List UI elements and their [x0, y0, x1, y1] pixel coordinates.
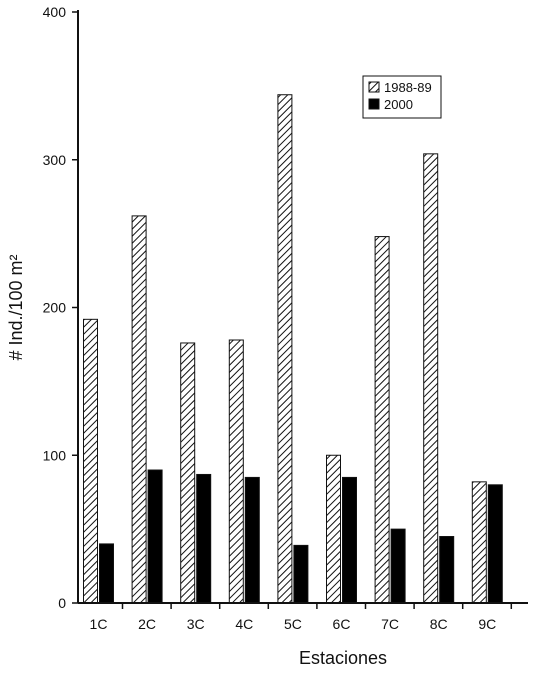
- x-tick-label: 7C: [381, 616, 399, 632]
- bar-2000-6C: [342, 476, 357, 604]
- y-tick-label: 300: [43, 152, 67, 168]
- y-axis-title: # Ind./100 m²: [6, 254, 26, 360]
- x-axis-title: Estaciones: [299, 648, 387, 668]
- x-tick-label: 4C: [235, 616, 253, 632]
- x-tick-label: 5C: [284, 616, 302, 632]
- x-tick-label: 1C: [90, 616, 108, 632]
- bar-1988-89-8C: [423, 153, 439, 604]
- bar-2000-7C: [390, 528, 406, 604]
- legend-label-2000: 2000: [384, 97, 413, 112]
- bar-2000-3C: [196, 473, 212, 604]
- legend-swatch-1988-89: [368, 81, 380, 93]
- x-tick-label: 9C: [478, 616, 496, 632]
- legend-swatch-2000: [368, 98, 380, 110]
- bar-2000-5C: [293, 544, 309, 604]
- bar-1988-89-5C: [277, 94, 293, 604]
- bar-2000-9C: [487, 484, 503, 604]
- y-tick-label: 100: [43, 447, 67, 463]
- y-tick-label: 400: [43, 4, 67, 20]
- x-tick-label: 8C: [430, 616, 448, 632]
- bar-2000-8C: [439, 536, 455, 604]
- bar-2000-4C: [244, 476, 260, 604]
- bars-layer: [83, 94, 503, 604]
- x-tick-label: 3C: [187, 616, 205, 632]
- bar-1988-89-2C: [131, 215, 147, 604]
- bar-1988-89-9C: [471, 481, 487, 604]
- bar-1988-89-6C: [326, 454, 341, 604]
- bar-2000-2C: [147, 469, 163, 604]
- bar-1988-89-3C: [180, 342, 196, 604]
- legend-label-1988-89: 1988-89: [384, 80, 432, 95]
- bar-1988-89-1C: [83, 318, 98, 604]
- y-tick-label: 0: [58, 595, 66, 611]
- bar-1988-89-4C: [228, 339, 244, 604]
- y-tick-label: 200: [43, 300, 67, 316]
- legend: 1988-89 2000: [362, 75, 442, 119]
- bar-1988-89-7C: [374, 236, 390, 604]
- axes-layer: 0 100 200 300 400 1C 2C 3C 4C 5C 6C 7C 8C 9C: [43, 4, 528, 632]
- x-tick-label: 2C: [138, 616, 156, 632]
- x-tick-label: 6C: [333, 616, 351, 632]
- bar-2000-1C: [99, 543, 114, 604]
